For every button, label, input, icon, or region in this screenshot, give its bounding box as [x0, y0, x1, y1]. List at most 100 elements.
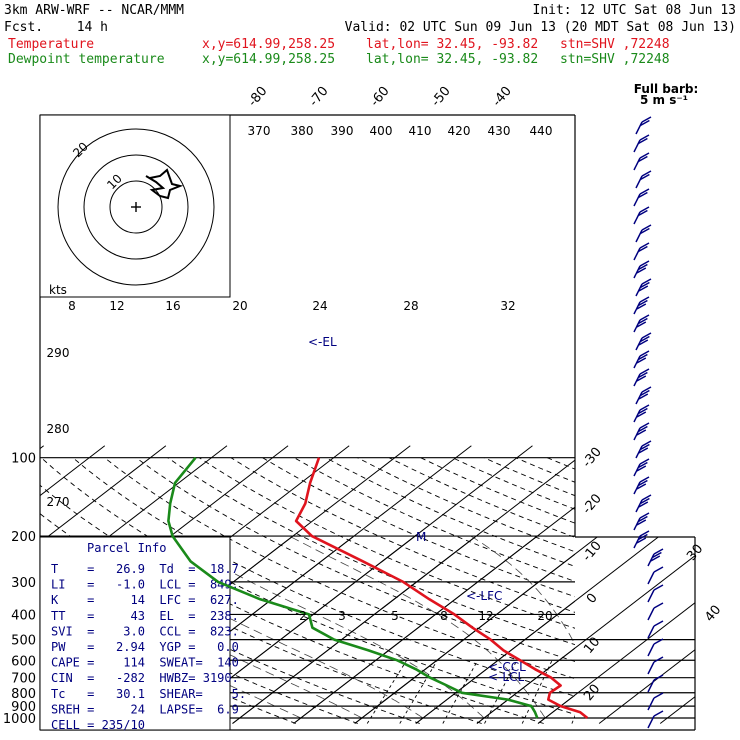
wind-barb [633, 296, 650, 315]
dry-adiabat [515, 457, 575, 483]
isotherm-line [599, 446, 740, 724]
mixing-ratio-label: 20 [537, 609, 552, 623]
parcel-info-row: T = 26.9 Td = 18.7 [51, 562, 239, 576]
temperature-latlon: lat,lon= 32.45, -93.82 [366, 37, 538, 52]
mixing-ratio-label: 2 [299, 609, 307, 623]
hodograph: 20 10 kts [39, 114, 231, 298]
theta-label: 280 [47, 422, 70, 436]
isotherm-label: -10 [580, 539, 605, 565]
forecast-label: Fcst. [4, 20, 43, 35]
theta-label: 290 [47, 346, 70, 360]
dry-adiabat [547, 457, 575, 470]
isotherm-label: -60 [368, 84, 393, 110]
wind-barb [633, 314, 650, 333]
pressure-tick-label: 400 [11, 608, 36, 623]
wind-barb [647, 602, 664, 621]
wind-barb [647, 620, 664, 639]
parcel-info-row: Tc = 30.1 SHEAR= 5. [51, 687, 246, 701]
theta-label: 410 [409, 124, 432, 138]
isotherm-label: 0 [584, 591, 601, 607]
axis-labels: -80 -70 -60 -50 -40 -30 -20 -10 0 10 20 30 40 370 380 3… [47, 84, 725, 704]
mixing-ratio-label: 12 [109, 299, 124, 313]
wind-barb [633, 206, 650, 225]
parcel-info-row: CAPE = 114 SWEAT= 140 [51, 656, 239, 670]
wind-barb [633, 350, 650, 369]
theta-label: 440 [530, 124, 553, 138]
lcl-marker: <-LCL [488, 670, 524, 684]
moist-adiabat [289, 535, 546, 719]
hodograph-trace [145, 168, 184, 200]
wind-barb [633, 134, 650, 153]
parcel-info-row: LI = -1.0 LCL = 849. [51, 578, 239, 592]
parcel-info-title: Parcel Info [87, 541, 166, 555]
parcel-info-row: TT = 43 EL = 238. [51, 609, 239, 623]
mixing-ratio-label: 5 [391, 609, 399, 623]
parcel-info-row: CIN = -282 HWBZ= 3190. [51, 671, 239, 685]
theta-label: 420 [448, 124, 471, 138]
isotherm-line [721, 446, 740, 724]
wind-barb [633, 368, 650, 387]
pressure-tick-label: 100 [11, 452, 36, 467]
theta-label: 380 [291, 124, 314, 138]
wind-barb [635, 224, 652, 243]
forecast-hour: 14 h [77, 20, 108, 35]
mixing-ratio-label: 8 [68, 299, 76, 313]
temperature-profile [294, 457, 589, 720]
isotherm-label: -30 [580, 445, 605, 471]
dry-adiabat [167, 457, 575, 646]
isotherm-label: 30 [684, 542, 706, 564]
isotherm-label: -40 [490, 84, 515, 110]
pressure-tick-label: 1000 [3, 712, 36, 727]
theta-label: 400 [370, 124, 393, 138]
lfc-marker: <-LFC [466, 589, 502, 603]
mix-marker: M [416, 530, 426, 544]
dry-adiabat [72, 457, 575, 697]
dry-adiabat [325, 457, 575, 567]
hodograph-units: kts [49, 283, 67, 297]
isotherm-line [40, 445, 167, 544]
dewpoint-xy: x,y=614.99,258.25 [202, 52, 335, 67]
mixing-ratio-label: 12 [478, 609, 493, 623]
model-title: 3km ARW-WRF -- NCAR/MMM [4, 3, 184, 18]
isotherm-line [415, 600, 575, 724]
isotherm-label: 20 [581, 682, 603, 704]
temperature-station: stn=SHV ,72248 [560, 37, 670, 52]
parcel-info-row: CELL = 235/10 [51, 718, 145, 732]
pressure-tick-label: 200 [11, 530, 36, 545]
isotherm-label: 40 [702, 603, 724, 625]
theta-label: 370 [248, 124, 271, 138]
wind-barb [633, 422, 650, 441]
moist-adiabat [470, 535, 575, 646]
wind-barb [647, 710, 664, 729]
wind-barb [635, 170, 652, 189]
isotherm-label: -50 [429, 84, 454, 110]
pressure-tick-label: 600 [11, 654, 36, 669]
wind-barb [635, 332, 652, 351]
parcel-info-row: SREH = 24 LAPSE= 6.9 [51, 702, 239, 716]
mixing-ratio-label: 28 [403, 299, 418, 313]
mixing-ratio-label: 3 [338, 609, 346, 623]
isotherm-line [415, 537, 660, 724]
mixing-ratio-label: 8 [440, 609, 448, 623]
moist-adiabat [167, 535, 485, 719]
wind-barb [635, 440, 652, 459]
dry-adiabat [199, 457, 575, 629]
pressure-tick-label: 700 [11, 672, 36, 687]
pressure-tick-label: 900 [11, 700, 36, 715]
dry-adiabat [40, 457, 575, 715]
dry-adiabat [135, 457, 575, 662]
wind-barb [647, 656, 664, 675]
theta-label: 430 [488, 124, 511, 138]
wind-barb [647, 548, 664, 567]
profiles [167, 456, 589, 720]
isotherm-line [659, 696, 695, 724]
dry-adiabat [579, 458, 740, 724]
init-time: Init: 12 UTC Sat 08 Jun 13 [533, 3, 737, 18]
dry-adiabat [611, 458, 740, 724]
parcel-info-row: SVI = 3.0 CCL = 823. [51, 624, 239, 638]
pressure-tick-label: 300 [11, 576, 36, 591]
wind-barb [633, 458, 650, 477]
valid-time: Valid: 02 UTC Sun 09 Jun 13 (20 MDT Sat … [345, 20, 736, 35]
mixing-ratio-label: 32 [500, 299, 515, 313]
isotherm-label: 10 [581, 635, 603, 657]
